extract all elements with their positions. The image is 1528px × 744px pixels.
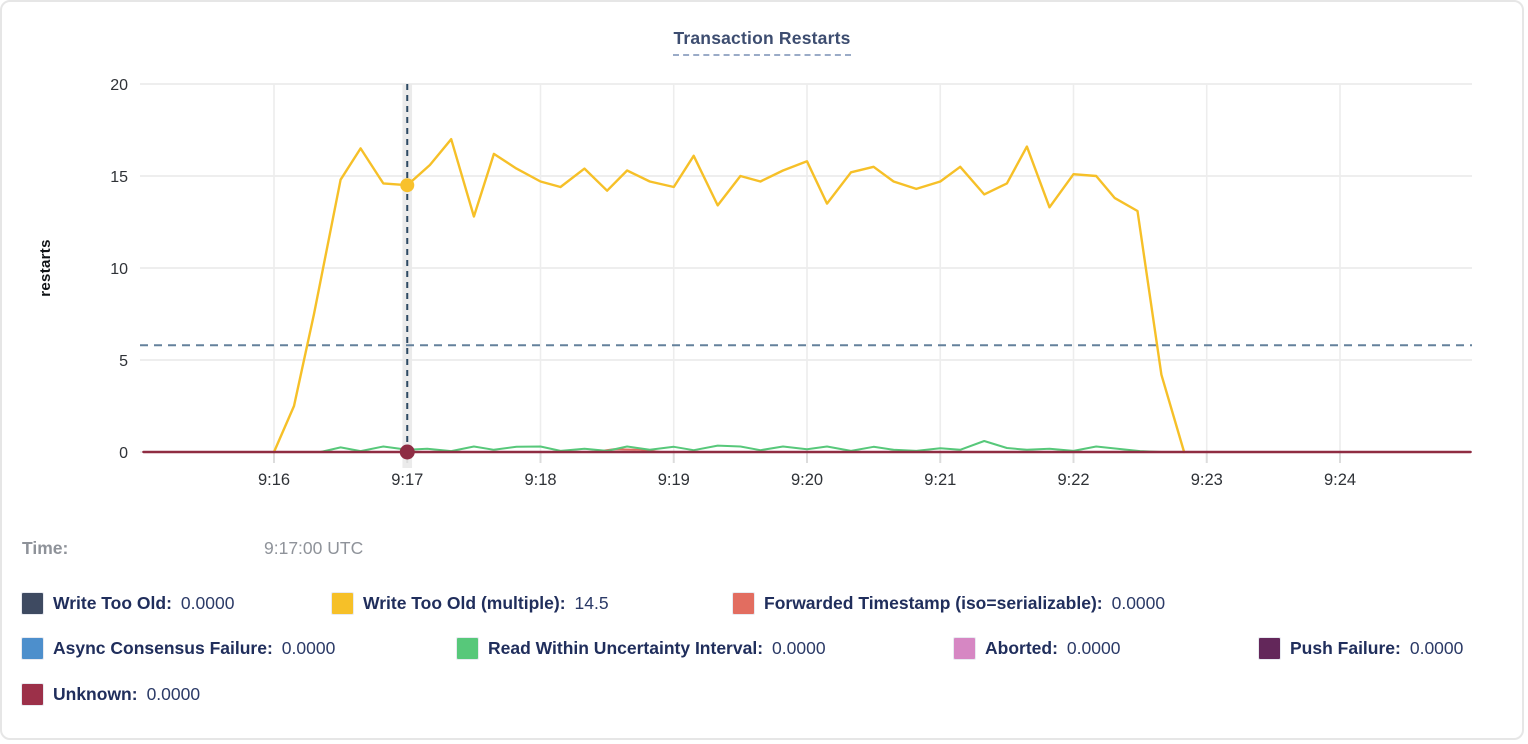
y-axis-label: restarts xyxy=(37,239,54,296)
legend-label: Write Too Old (multiple): xyxy=(363,592,566,613)
aborted-swatch-icon xyxy=(954,637,975,659)
legend-label: Async Consensus Failure: xyxy=(53,637,273,658)
x-tick-label: 9:24 xyxy=(1324,471,1356,489)
series-line-write-too-old-multiple- xyxy=(272,137,1186,454)
legend-item-async-consensus-failure[interactable]: Async Consensus Failure: 0.0000 xyxy=(22,637,457,659)
unknown-swatch-icon xyxy=(22,683,43,705)
x-tick-label: 9:19 xyxy=(658,471,690,489)
y-tick-label: 5 xyxy=(119,353,128,370)
y-tick-label: 10 xyxy=(110,261,128,278)
legend-item-push-failure[interactable]: Push Failure: 0.0000 xyxy=(1259,637,1464,659)
async-consensus-failure-swatch-icon xyxy=(22,637,43,659)
y-tick-label: 15 xyxy=(110,169,128,186)
legend-row-2: Async Consensus Failure: 0.0000 Read Wit… xyxy=(22,635,1512,661)
write-too-old-swatch-icon xyxy=(22,592,43,614)
y-tick-label: 20 xyxy=(110,77,128,94)
x-tick-label: 9:16 xyxy=(258,471,290,489)
chart-title[interactable]: Transaction Restarts xyxy=(673,28,851,56)
legend-value: 0.0000 xyxy=(281,637,336,658)
x-tick-label: 9:17 xyxy=(391,471,423,489)
legend-row-3: Unknown: 0.0000 xyxy=(22,681,1512,707)
legend-item-write-too-old-multiple[interactable]: Write Too Old (multiple): 14.5 xyxy=(332,592,733,614)
highlight-dot-unknown xyxy=(399,444,415,460)
time-label: Time: xyxy=(22,538,69,558)
legend-row-1: Write Too Old: 0.0000 Write Too Old (mul… xyxy=(22,590,1512,616)
legend-label: Read Within Uncertainty Interval: xyxy=(488,637,764,658)
y-tick-label: 0 xyxy=(119,445,128,462)
legend-item-write-too-old[interactable]: Write Too Old: 0.0000 xyxy=(22,592,332,614)
time-value: 9:17:00 UTC xyxy=(264,538,364,558)
legend-item-aborted[interactable]: Aborted: 0.0000 xyxy=(954,637,1259,659)
write-too-old-multiple-swatch-icon xyxy=(332,592,353,614)
legend-item-unknown[interactable]: Unknown: 0.0000 xyxy=(22,683,201,705)
legend-value: 14.5 xyxy=(574,592,609,613)
x-tick-label: 9:20 xyxy=(791,471,823,489)
read-within-uncertainty-swatch-icon xyxy=(457,637,478,659)
hover-time-row: Time: 9:17:00 UTC xyxy=(2,538,1522,562)
legend-item-forwarded-timestamp[interactable]: Forwarded Timestamp (iso=serializable): … xyxy=(733,592,1166,614)
legend-label: Write Too Old: xyxy=(53,592,172,613)
push-failure-swatch-icon xyxy=(1259,637,1280,659)
legend-value: 0.0000 xyxy=(1066,637,1121,658)
x-tick-label: 9:21 xyxy=(924,471,956,489)
legend-label: Push Failure: xyxy=(1290,637,1401,658)
highlight-dot-write-too-old-multiple xyxy=(400,178,415,193)
legend-label: Forwarded Timestamp (iso=serializable): xyxy=(764,592,1103,613)
legend-value: 0.0000 xyxy=(1409,637,1464,658)
transaction-restarts-chart[interactable]: 0 5 10 15 20 9:16 9:17 9:18 9:19 9:20 9:21 9:22 9:23… xyxy=(2,2,1524,514)
legend-label: Aborted: xyxy=(985,637,1058,658)
legend-value: 0.0000 xyxy=(146,683,201,704)
legend-value: 0.0000 xyxy=(180,592,235,613)
series-line-read-within-uncertainty-interval xyxy=(319,440,1186,453)
legend-value: 0.0000 xyxy=(1111,592,1166,613)
x-tick-label: 9:18 xyxy=(524,471,556,489)
legend-value: 0.0000 xyxy=(772,637,826,658)
legend-label: Unknown: xyxy=(53,683,138,704)
forwarded-timestamp-swatch-icon xyxy=(733,592,754,614)
legend-item-read-within-uncertainty-interval[interactable]: Read Within Uncertainty Interval: 0.0000 xyxy=(457,637,954,659)
x-tick-label: 9:23 xyxy=(1191,471,1223,489)
x-tick-label: 9:22 xyxy=(1057,471,1089,489)
chart-title-wrap: Transaction Restarts xyxy=(2,28,1522,56)
